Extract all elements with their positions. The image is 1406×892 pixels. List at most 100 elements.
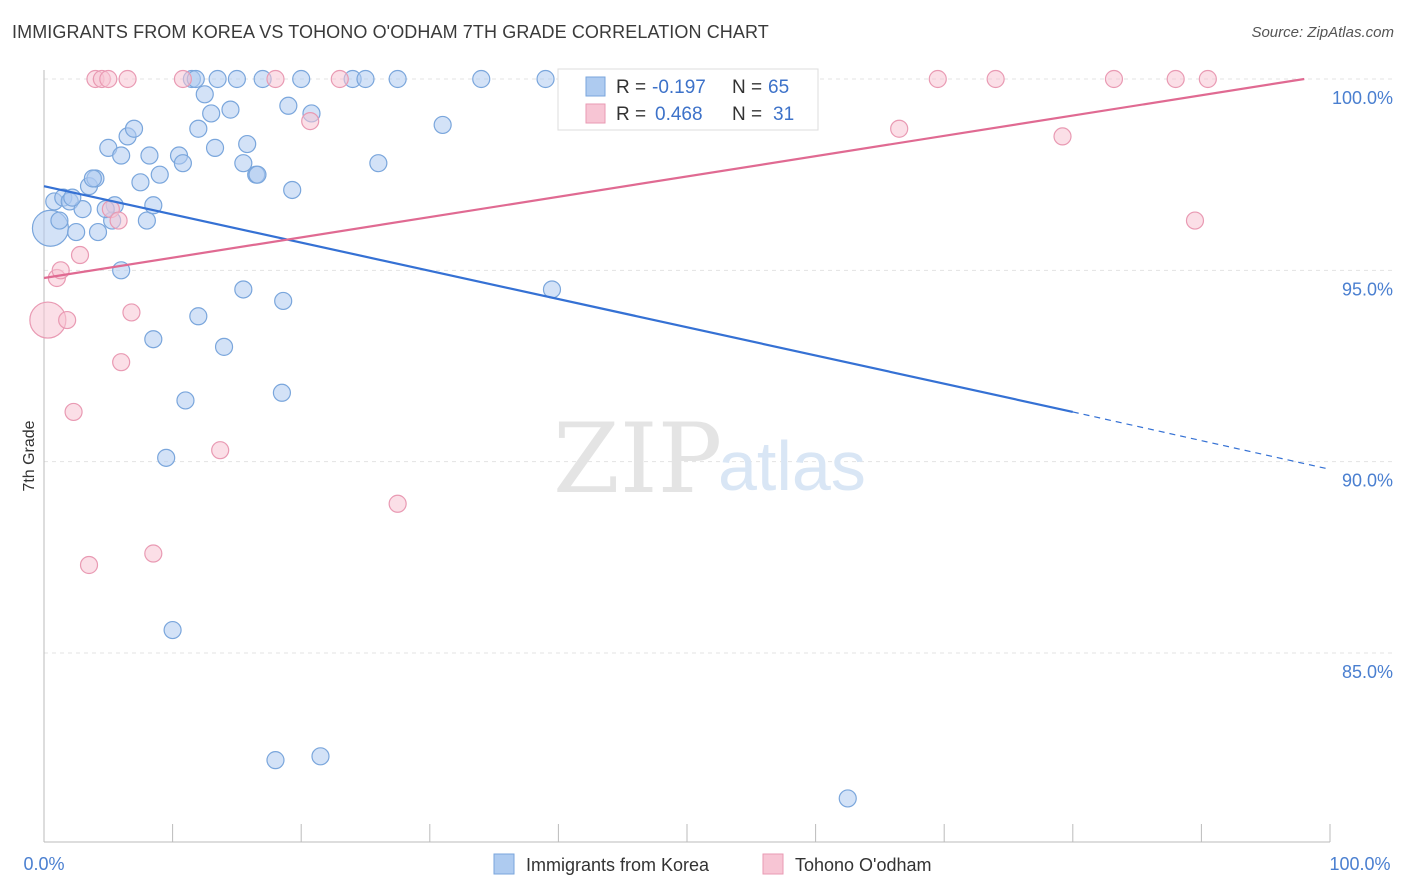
watermark-atlas: atlas (718, 427, 866, 505)
point-korea-40 (238, 134, 257, 154)
point-korea-49 (292, 69, 311, 89)
point-korea-55 (388, 69, 407, 89)
point-korea-45 (272, 383, 292, 402)
point-tohono-6 (79, 555, 99, 575)
point-korea-46 (274, 291, 293, 311)
point-korea-54 (369, 154, 388, 173)
legend-label-blue: Immigrants from Korea (526, 855, 710, 875)
point-tohono-4 (64, 402, 83, 422)
y-tick-label-1: 90.0% (1342, 471, 1393, 491)
point-tohono-30 (1198, 69, 1217, 89)
point-korea-6 (73, 200, 92, 219)
stats-r-value-pink: 0.468 (655, 104, 703, 125)
point-korea-48 (283, 180, 302, 200)
legend-swatch-pink (762, 853, 784, 875)
point-korea-18 (137, 211, 156, 230)
stats-r-value-blue: -0.197 (652, 77, 706, 98)
chart-title: IMMIGRANTS FROM KOREA VS TOHONO O'ODHAM … (12, 22, 769, 42)
point-korea-44 (266, 751, 285, 770)
point-korea-47 (279, 96, 298, 115)
point-korea-58 (536, 69, 555, 89)
point-korea-5 (67, 222, 86, 242)
point-korea-38 (234, 280, 253, 299)
point-korea-60 (838, 789, 857, 808)
stats-r-label-blue: R = (616, 77, 646, 98)
trend-lines (43, 77, 1331, 470)
stats-r-label-pink: R = (616, 104, 646, 125)
x-tick-label-max: 100.0% (1329, 854, 1390, 874)
stats-n-label-blue: N = (732, 77, 762, 98)
point-tohono-14 (122, 303, 141, 322)
y-axis-label: 7th Grade (21, 420, 38, 491)
point-korea-36 (221, 100, 240, 119)
point-tohono-19 (301, 111, 320, 131)
point-tohono-27 (1104, 69, 1124, 89)
series-immigrants-from-korea (31, 69, 857, 808)
y-tick-label-2: 95.0% (1342, 279, 1393, 299)
point-tohono-29 (1185, 211, 1205, 230)
point-tohono-20 (330, 69, 349, 89)
point-tohono-13 (118, 69, 137, 89)
point-tohono-28 (1166, 69, 1185, 89)
trend-line-korea-extension (1072, 411, 1331, 470)
x-tick-label-min: 0.0% (23, 854, 64, 874)
point-tohono-17 (211, 441, 230, 460)
point-korea-26 (173, 154, 192, 173)
y-tick-label-3: 100.0% (1332, 88, 1393, 108)
point-korea-39 (234, 154, 253, 173)
watermark-zip: ZIP (553, 403, 722, 515)
point-tohono-25 (986, 69, 1005, 89)
point-korea-32 (202, 104, 221, 123)
stats-swatch-pink (585, 103, 606, 124)
x-ticks (43, 824, 1331, 842)
point-korea-35 (214, 337, 234, 356)
legend-swatch-blue (493, 853, 515, 875)
point-tohono-3 (58, 310, 77, 330)
point-korea-17 (131, 173, 150, 192)
point-korea-19 (140, 146, 159, 165)
point-tohono-16 (173, 69, 192, 89)
point-korea-42 (248, 165, 267, 184)
trend-line-tohono (43, 77, 1305, 280)
stats-swatch-blue (585, 76, 606, 97)
point-korea-33 (205, 138, 225, 157)
point-korea-24 (163, 620, 182, 640)
point-korea-53 (356, 69, 375, 89)
point-korea-2 (50, 211, 69, 230)
point-tohono-11 (109, 211, 128, 230)
point-korea-23 (157, 448, 176, 467)
point-korea-13 (112, 146, 131, 165)
source-label: Source: ZipAtlas.com (1251, 24, 1394, 41)
trend-line-korea (43, 185, 1074, 413)
point-korea-27 (176, 391, 195, 410)
point-korea-37 (227, 69, 246, 89)
point-korea-56 (433, 115, 452, 135)
point-korea-20 (144, 330, 163, 349)
stats-n-label-pink: N = (732, 104, 762, 125)
point-korea-9 (88, 222, 108, 242)
series-tohono-oodham (29, 69, 1217, 575)
stats-n-value-pink: 31 (773, 104, 794, 125)
legend: Immigrants from Korea Tohono O'odham (493, 853, 932, 875)
point-korea-16 (124, 119, 144, 138)
point-tohono-18 (266, 69, 285, 89)
point-korea-29 (189, 119, 208, 138)
watermark: ZIP atlas (553, 403, 866, 515)
point-tohono-12 (112, 353, 131, 372)
stats-box: R = -0.197 N = 65 R = 0.468 N = 31 (557, 68, 819, 131)
point-korea-34 (208, 69, 227, 89)
point-korea-22 (150, 165, 169, 184)
point-tohono-9 (99, 69, 118, 89)
point-korea-57 (472, 69, 491, 89)
point-korea-51 (311, 747, 330, 766)
y-tick-labels: 85.0% 90.0% 95.0% 100.0% (1332, 88, 1393, 682)
point-tohono-24 (928, 69, 947, 89)
y-tick-label-0: 85.0% (1342, 662, 1393, 682)
point-tohono-23 (890, 119, 909, 138)
point-korea-30 (195, 85, 214, 104)
legend-label-pink: Tohono O'odham (795, 855, 932, 875)
point-tohono-21 (388, 494, 407, 513)
point-tohono-15 (144, 544, 163, 563)
point-korea-31 (189, 307, 208, 326)
